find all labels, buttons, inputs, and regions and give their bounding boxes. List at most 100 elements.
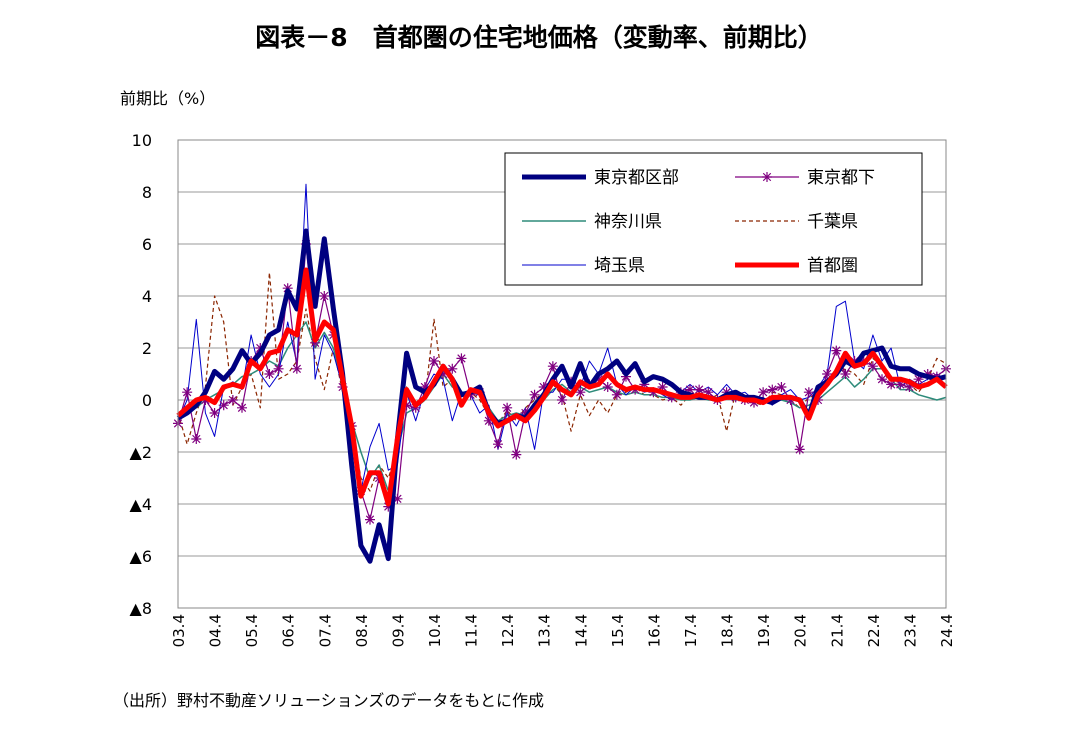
marker	[310, 337, 321, 348]
marker	[849, 356, 860, 366]
marker	[886, 379, 897, 390]
marker	[840, 369, 851, 379]
marker	[502, 402, 513, 413]
x-tick-label: 04.4	[207, 614, 225, 647]
marker	[922, 369, 933, 379]
marker	[575, 387, 586, 398]
marker	[803, 387, 814, 398]
y-tick-label: 0	[142, 391, 152, 410]
x-tick-label: 17.4	[682, 614, 700, 647]
x-tick-label: 08.4	[353, 614, 371, 647]
marker	[538, 382, 549, 392]
y-tick-label: 8	[142, 183, 152, 202]
marker	[493, 439, 503, 450]
marker	[547, 361, 558, 372]
y-axis-label: 前期比（%）	[120, 89, 215, 108]
x-tick-label: 09.4	[389, 614, 407, 647]
marker	[529, 389, 540, 400]
x-tick-label: 03.4	[170, 614, 188, 647]
marker	[557, 395, 567, 405]
marker	[767, 384, 778, 395]
legend-label: 首都圏	[807, 256, 858, 276]
marker	[237, 402, 247, 413]
y-tick-label: ▲6	[130, 547, 152, 566]
x-tick-label: 20.4	[792, 614, 810, 647]
grid: ▲8 ▲6 ▲4 ▲2 0 2 4 6 8 10 03.4 04.4 05.4 06.4 07.4 08.4 0…	[130, 131, 956, 647]
x-tick-label: 11.4	[463, 614, 481, 647]
marker	[429, 356, 439, 366]
marker	[639, 379, 650, 390]
marker	[657, 382, 668, 392]
x-tick-label: 16.4	[645, 614, 663, 647]
y-tick-label: ▲8	[130, 599, 152, 618]
x-tick-label: 05.4	[243, 614, 261, 647]
marker	[602, 382, 613, 392]
marker	[319, 291, 330, 301]
chart-title: 図表－8 首都圏の住宅地価格（変動率、前期比）	[255, 23, 822, 52]
x-tick-label: 07.4	[316, 614, 334, 647]
source-note: （出所）野村不動産ソリューションズのデータをもとに作成	[113, 691, 544, 710]
marker	[264, 369, 275, 379]
marker	[776, 382, 787, 392]
marker	[611, 389, 622, 400]
y-tick-label: ▲2	[130, 443, 152, 462]
marker	[895, 379, 906, 390]
y-tick-label: 6	[142, 235, 152, 254]
x-tick-label: 12.4	[499, 614, 517, 647]
marker	[685, 384, 695, 395]
marker	[282, 283, 293, 294]
x-tick-label: 14.4	[572, 614, 590, 647]
marker	[291, 363, 302, 374]
y-tick-label: 10	[132, 131, 152, 150]
marker	[794, 444, 805, 455]
x-tick-label: 18.4	[719, 614, 737, 647]
x-tick-label: 21.4	[828, 614, 846, 647]
marker	[822, 369, 833, 379]
marker	[703, 387, 714, 398]
series-line	[176, 267, 948, 507]
marker	[438, 369, 449, 379]
plot-frame	[177, 139, 947, 609]
marker	[182, 387, 193, 398]
x-tick-label: 15.4	[609, 614, 627, 647]
marker	[191, 434, 202, 444]
y-tick-label: ▲4	[130, 495, 152, 514]
legend-label: 千葉県	[807, 212, 858, 232]
legend-label: 神奈川県	[594, 212, 662, 232]
marker	[273, 363, 284, 374]
marker	[209, 408, 220, 418]
marker	[456, 353, 467, 364]
marker	[785, 395, 796, 405]
x-tick-label: 06.4	[280, 614, 298, 647]
legend-label: 埼玉県	[594, 256, 645, 276]
marker	[392, 493, 403, 504]
x-tick-label: 24.4	[938, 614, 956, 647]
legend-marker	[762, 172, 772, 182]
marker	[621, 371, 631, 382]
marker	[447, 363, 458, 374]
marker	[877, 374, 887, 385]
marker	[867, 361, 878, 372]
marker	[593, 374, 604, 385]
legend-label: 東京都下	[807, 168, 875, 188]
marker	[831, 345, 842, 356]
marker	[511, 449, 522, 460]
legend-label: 東京都区部	[594, 168, 679, 188]
marker	[721, 387, 732, 398]
y-tick-label: 2	[142, 339, 152, 358]
marker	[401, 400, 412, 411]
x-tick-label: 23.4	[901, 614, 919, 647]
x-tick-label: 10.4	[426, 614, 444, 647]
marker	[694, 384, 705, 395]
marker	[218, 400, 229, 411]
marker	[904, 382, 915, 392]
x-tick-label: 19.4	[755, 614, 773, 647]
marker	[383, 501, 394, 512]
marker	[913, 374, 924, 385]
marker	[483, 415, 494, 426]
marker	[419, 382, 430, 392]
x-tick-label: 22.4	[865, 614, 883, 647]
series-line	[176, 228, 947, 564]
